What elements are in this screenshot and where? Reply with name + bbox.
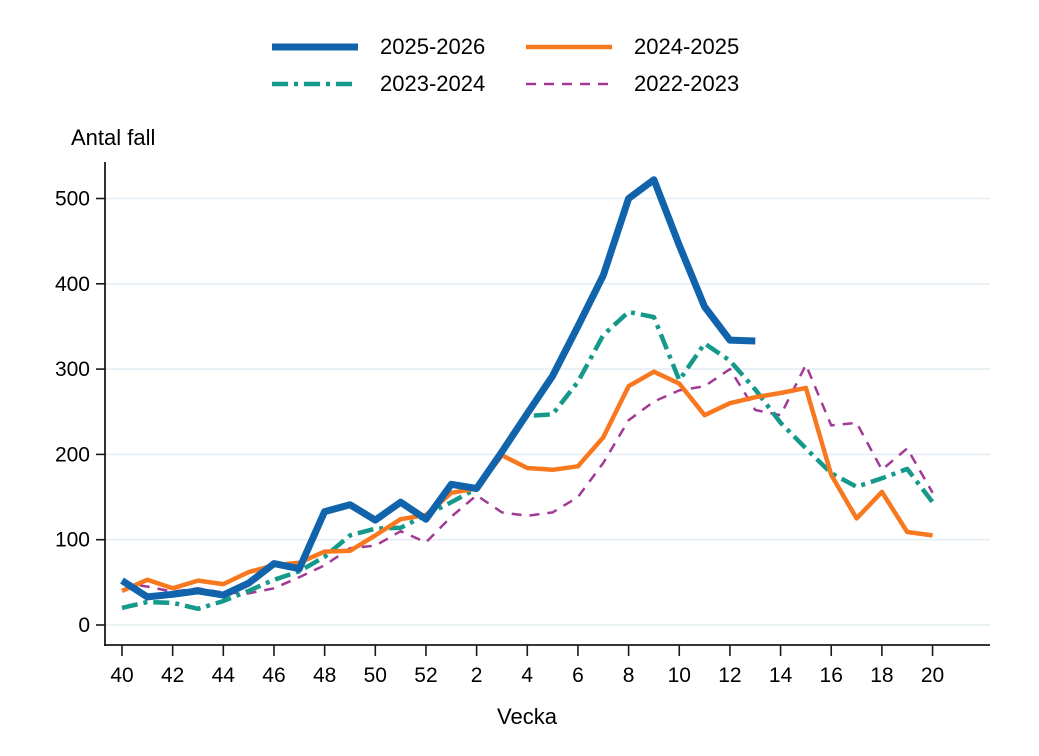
series-line-2025-2026 [120,176,756,601]
legend-label-2025-2026: 2025-2026 [380,34,486,59]
x-axis-title: Vecka [497,704,557,729]
series-line-2023-2024 [121,309,935,612]
legend-swatch-2025-2026-icon [272,43,358,51]
x-tick-label-42: 42 [161,664,184,687]
x-tick-label-4: 4 [521,664,533,687]
legend-label-2022-2023: 2022-2023 [634,71,740,96]
x-tick-label-2: 2 [471,664,483,687]
legend-swatch-2024-2025-icon [526,44,612,50]
x-tick-label-10: 10 [668,664,691,687]
x-tick-label-46: 46 [262,664,285,687]
x-tick-label-50: 50 [364,664,387,687]
y-tick-label-400: 400 [55,273,90,296]
x-tick-label-16: 16 [820,664,843,687]
series-line-2024-2025 [121,369,933,593]
x-tick-label-52: 52 [414,664,437,687]
x-tick-label-18: 18 [870,664,893,687]
legend-item-2022-2023: 2022-2023 [524,69,739,99]
y-tick-label-100: 100 [55,529,90,552]
legend-label-2023-2024: 2023-2024 [380,71,486,96]
x-tick-label-40: 40 [110,664,133,687]
legend-label-2024-2025: 2024-2025 [634,34,740,59]
y-tick-label-500: 500 [55,188,90,211]
y-tick-label-200: 200 [55,443,90,466]
x-tick-label-14: 14 [769,664,793,687]
chart-legend: 2025-2026 2024-2025 2023-2024 2022-2023 [0,0,1039,110]
legend-item-2025-2026: 2025-2026 [270,32,485,62]
x-tick-label-8: 8 [623,664,635,687]
x-tick-label-12: 12 [718,664,741,687]
y-tick-label-0: 0 [78,614,90,637]
x-tick-label-20: 20 [921,664,944,687]
legend-swatch-2023-2024-icon [272,81,358,87]
y-tick-label-300: 300 [55,358,90,381]
x-tick-label-48: 48 [313,664,336,687]
x-tick-label-6: 6 [572,664,584,687]
x-tick-label-44: 44 [212,664,236,687]
legend-item-2024-2025: 2024-2025 [524,32,739,62]
y-axis-title: Antal fall [71,125,156,150]
legend-swatch-2022-2023-icon [526,82,612,86]
legend-item-2023-2024: 2023-2024 [270,69,485,99]
